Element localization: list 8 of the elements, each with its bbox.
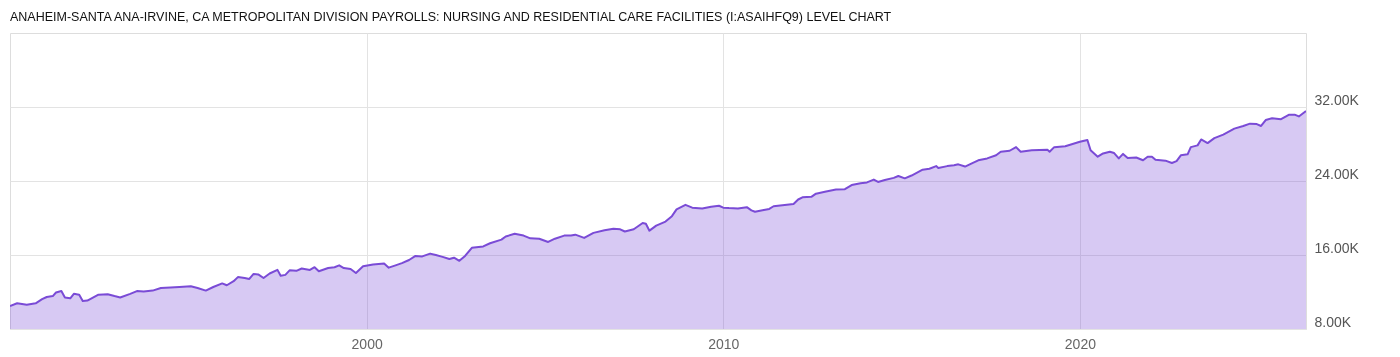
x-tick-label: 2010 [708, 335, 740, 352]
y-tick-label: 8.00K [1314, 313, 1352, 330]
x-tick-label: 2020 [1064, 335, 1097, 352]
y-tick-label: 32.00K [1314, 91, 1360, 108]
y-tick-label: 24.00K [1314, 165, 1360, 182]
y-tick-label: 16.00K [1314, 239, 1360, 256]
x-tick-label: 2000 [351, 335, 383, 352]
chart-title: ANAHEIM-SANTA ANA-IRVINE, CA METROPOLITAN DIVISION PAYROLLS: NURSING AND RESIDENTIAL CARE FACILITIES (I:ASAIHFQ9) LEVEL CHART [10, 9, 892, 24]
